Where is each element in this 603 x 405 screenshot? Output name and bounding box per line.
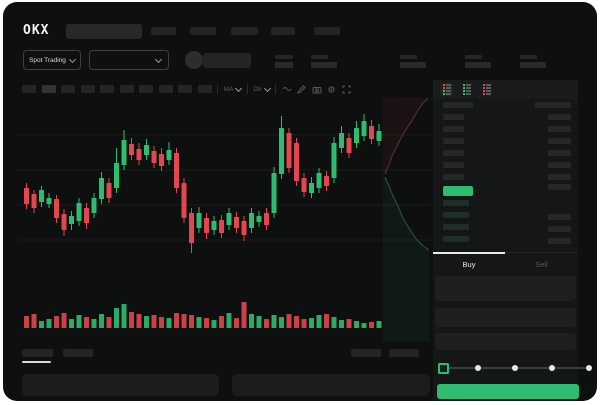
market-type-label: Spot Trading bbox=[29, 56, 66, 64]
ask-price-placeholder bbox=[443, 174, 464, 180]
price-chart-svg[interactable] bbox=[3, 92, 433, 342]
ask-amount-placeholder bbox=[548, 150, 571, 156]
order-book-header bbox=[433, 80, 578, 99]
book-bids-icon[interactable] bbox=[460, 83, 473, 96]
tab-sell[interactable]: Sell bbox=[535, 260, 548, 269]
bid-price-placeholder bbox=[443, 212, 469, 218]
nav-item-placeholder[interactable] bbox=[271, 27, 295, 35]
open-orders-panel bbox=[22, 374, 219, 396]
ticker-stat-placeholder bbox=[465, 55, 491, 68]
ask-amount-placeholder bbox=[548, 114, 571, 120]
bid-price-placeholder bbox=[443, 224, 469, 230]
order-book-amount-header bbox=[535, 102, 571, 108]
ticker-stat-placeholder bbox=[311, 55, 337, 68]
nav-item-placeholder[interactable] bbox=[190, 27, 216, 35]
last-price-indicator bbox=[443, 186, 473, 196]
pair-select-dropdown[interactable] bbox=[89, 50, 169, 70]
slider-step-dot[interactable] bbox=[512, 365, 518, 371]
slider-step-dot[interactable] bbox=[475, 365, 481, 371]
pencil-icon[interactable] bbox=[297, 84, 306, 94]
ask-price-placeholder bbox=[443, 138, 464, 144]
ask-amount-placeholder bbox=[548, 162, 571, 168]
pair-name-placeholder[interactable] bbox=[203, 53, 251, 68]
slider-step-dot[interactable] bbox=[549, 365, 555, 371]
active-tab-indicator bbox=[433, 252, 505, 254]
buy-submit-button[interactable] bbox=[437, 384, 579, 399]
ask-amount-placeholder bbox=[548, 184, 571, 190]
book-asks-icon[interactable] bbox=[480, 83, 493, 96]
timeframe-button[interactable] bbox=[119, 85, 134, 93]
toolbar-divider bbox=[246, 84, 248, 94]
bottom-filter-placeholder[interactable] bbox=[389, 349, 419, 357]
market-type-dropdown[interactable]: Spot Trading bbox=[23, 50, 81, 70]
timeframe-button[interactable] bbox=[80, 85, 95, 93]
slider-step-dot[interactable] bbox=[586, 365, 592, 371]
ask-price-placeholder bbox=[443, 162, 464, 168]
ask-price-placeholder bbox=[443, 126, 464, 132]
amount-input-field[interactable] bbox=[435, 308, 576, 327]
slider-handle[interactable] bbox=[438, 363, 449, 374]
trade-tabs: Buy Sell bbox=[433, 252, 578, 275]
bottom-active-tab-indicator bbox=[22, 361, 51, 363]
bid-price-placeholder bbox=[443, 236, 469, 242]
search-input[interactable] bbox=[66, 24, 142, 39]
nav-item-placeholder[interactable] bbox=[314, 27, 340, 35]
okx-logo: OKX bbox=[23, 23, 50, 38]
bottom-tab-history-placeholder[interactable] bbox=[63, 349, 93, 357]
ma-indicator-dropdown[interactable]: MA bbox=[224, 84, 243, 93]
timeframe-button[interactable] bbox=[22, 85, 36, 93]
ask-amount-placeholder bbox=[548, 174, 571, 180]
timeframe-button[interactable] bbox=[178, 85, 192, 93]
ask-price-placeholder bbox=[443, 114, 464, 120]
price-input-field[interactable] bbox=[435, 276, 576, 301]
order-book-price-header bbox=[443, 102, 473, 108]
tab-buy[interactable]: Buy bbox=[462, 260, 476, 269]
chevron-down-icon bbox=[235, 84, 243, 92]
chevron-down-icon bbox=[263, 84, 271, 92]
bottom-filter-placeholder[interactable] bbox=[351, 349, 381, 357]
expand-icon[interactable] bbox=[342, 85, 351, 94]
toolbar-divider bbox=[217, 84, 218, 94]
ask-amount-placeholder bbox=[548, 126, 571, 132]
nav-item-placeholder[interactable] bbox=[231, 27, 258, 35]
book-both-icon[interactable] bbox=[440, 83, 453, 96]
bid-amount-placeholder bbox=[548, 226, 571, 232]
ask-amount-placeholder bbox=[548, 138, 571, 144]
timeframe-button[interactable] bbox=[139, 85, 153, 93]
nav-item-placeholder[interactable] bbox=[151, 27, 176, 35]
order-history-panel bbox=[232, 374, 430, 396]
timeframe-button[interactable] bbox=[158, 85, 173, 93]
timeframe-button[interactable] bbox=[100, 85, 114, 93]
pair-logo-avatar bbox=[185, 51, 203, 69]
bid-amount-placeholder bbox=[548, 238, 571, 244]
ticker-stat-placeholder bbox=[275, 55, 293, 68]
amount-percent-slider[interactable] bbox=[438, 363, 592, 375]
camera-icon[interactable] bbox=[312, 85, 322, 94]
total-input-field[interactable] bbox=[435, 333, 576, 350]
toolbar-divider bbox=[275, 84, 277, 94]
ask-price-placeholder bbox=[443, 150, 464, 156]
ticker-stat-placeholder bbox=[520, 55, 546, 68]
depth-indicator-dropdown[interactable]: Db bbox=[253, 84, 271, 93]
chevron-down-icon bbox=[154, 55, 163, 63]
bottom-tab-orders-placeholder[interactable] bbox=[22, 349, 53, 357]
chevron-down-icon bbox=[68, 55, 76, 63]
bid-amount-placeholder bbox=[548, 214, 571, 220]
timeframe-button-active[interactable] bbox=[41, 85, 56, 93]
gear-icon[interactable] bbox=[327, 85, 336, 94]
wave-icon[interactable] bbox=[282, 85, 292, 93]
chart-toolbar: MA Db bbox=[22, 84, 351, 94]
okx-trading-window: OKX Spot Trading MA Db bbox=[3, 2, 597, 401]
timeframe-button[interactable] bbox=[197, 85, 212, 93]
timeframe-button[interactable] bbox=[61, 85, 75, 93]
ticker-stat-placeholder bbox=[400, 55, 426, 68]
bid-price-placeholder bbox=[443, 200, 469, 206]
